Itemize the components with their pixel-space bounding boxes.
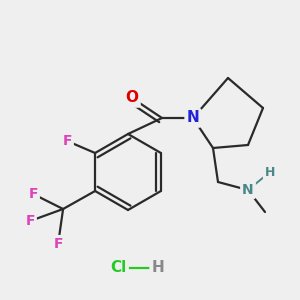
Text: F: F <box>25 214 35 228</box>
Text: H: H <box>265 166 275 178</box>
Text: F: F <box>62 134 72 148</box>
Text: F: F <box>53 237 63 251</box>
Text: H: H <box>152 260 164 275</box>
Text: N: N <box>187 110 200 125</box>
Text: N: N <box>242 183 254 197</box>
Text: F: F <box>28 187 38 201</box>
Text: Cl: Cl <box>110 260 126 275</box>
Text: O: O <box>125 91 139 106</box>
